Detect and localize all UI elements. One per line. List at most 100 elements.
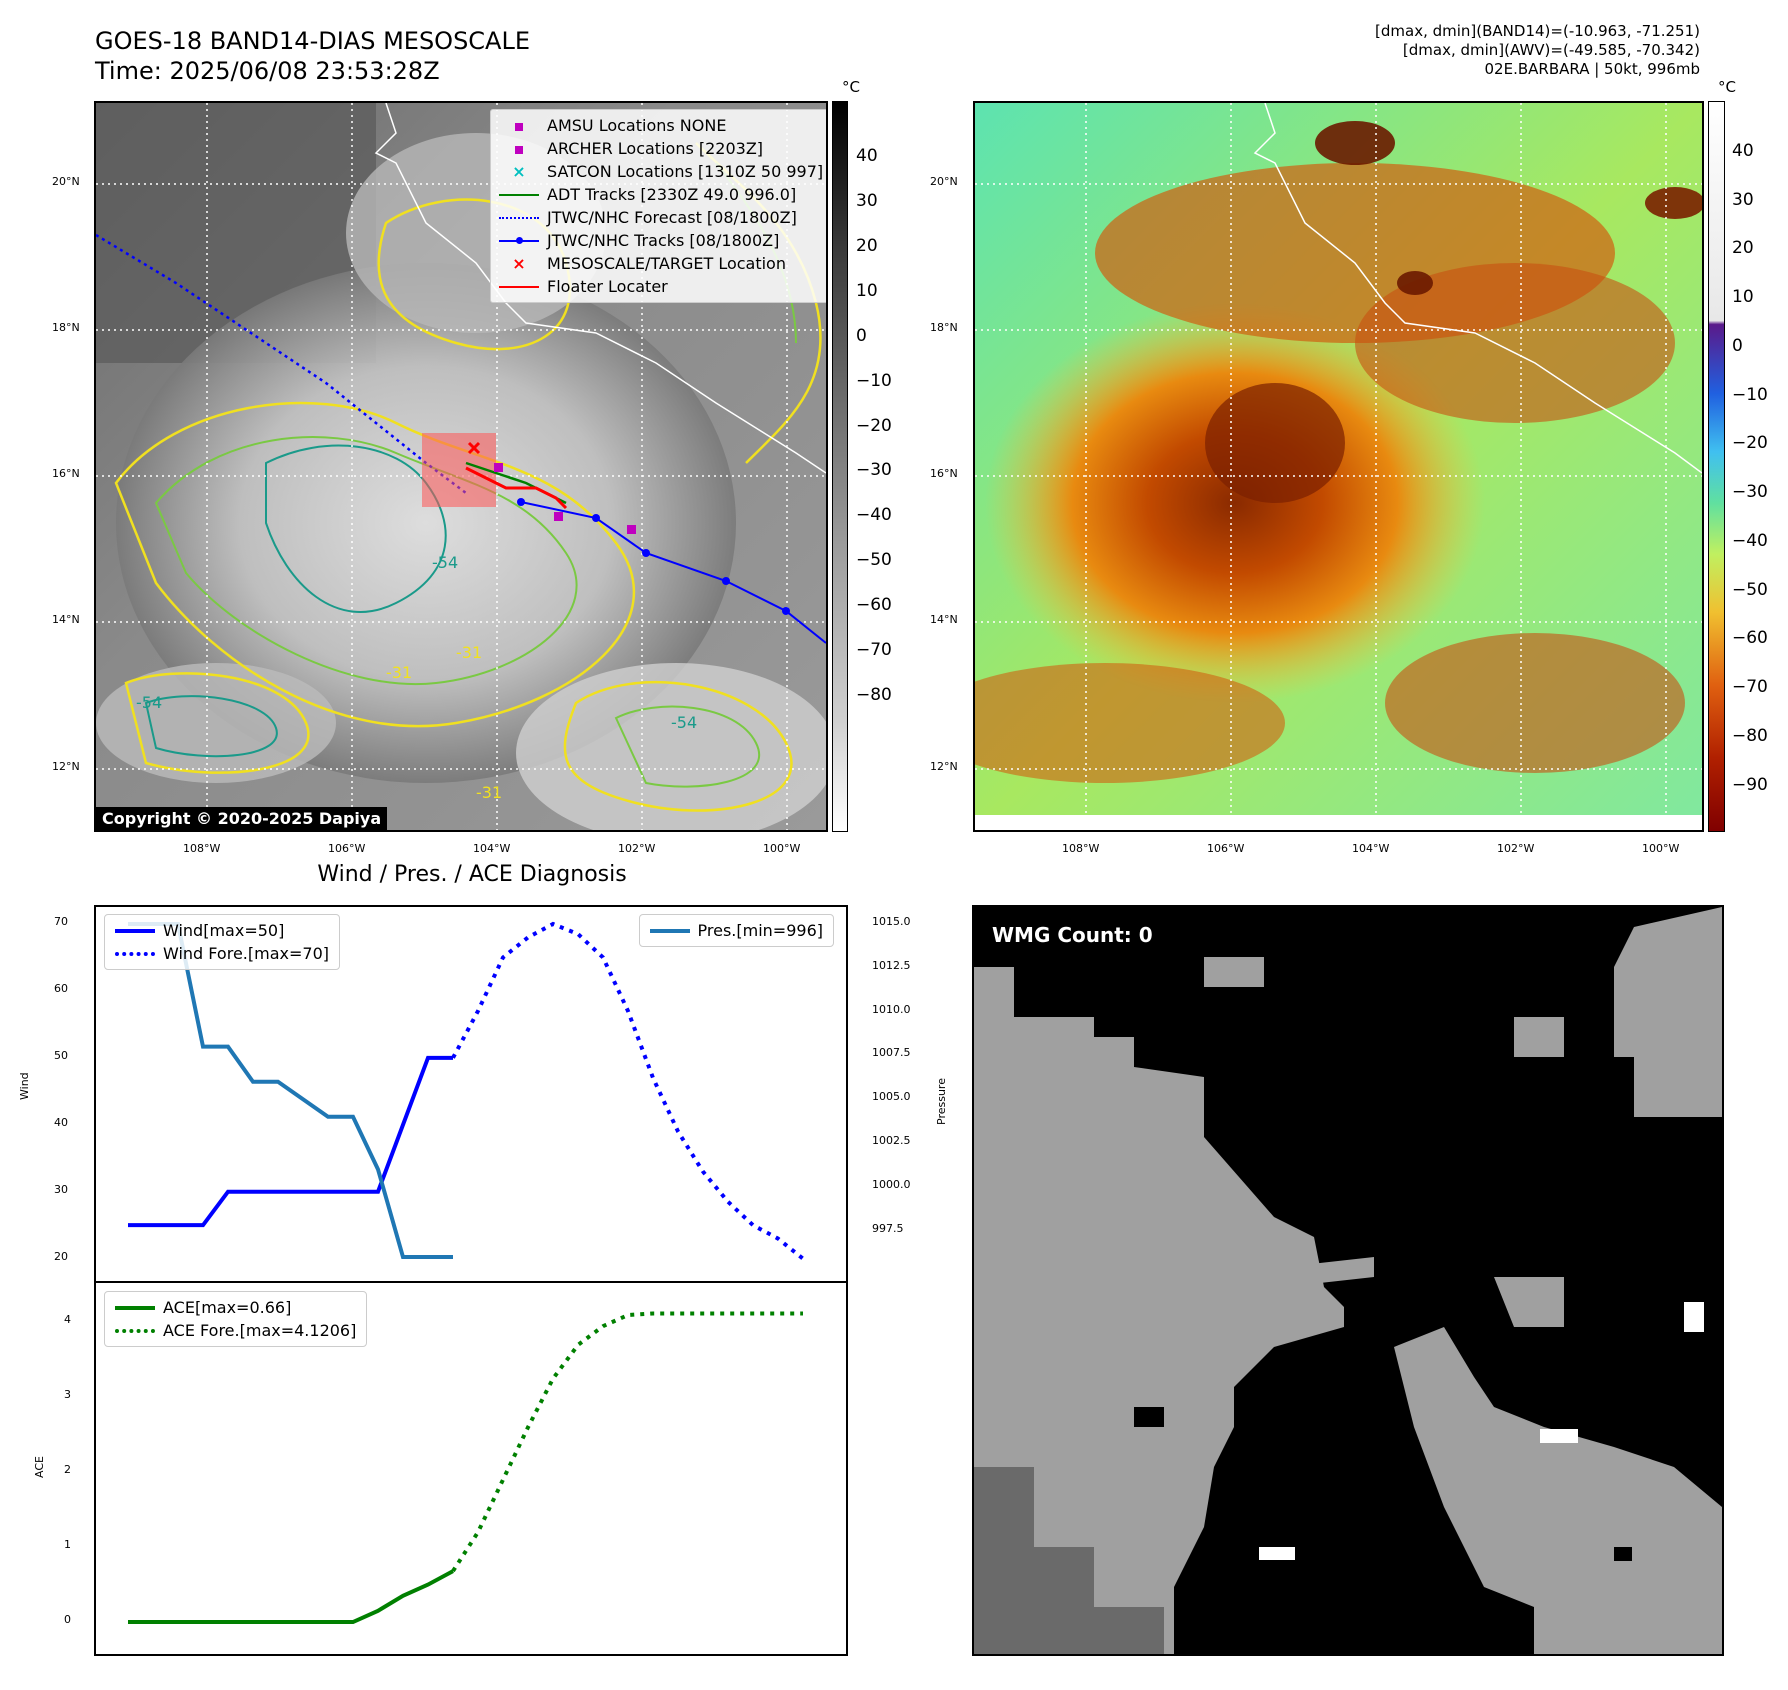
pres-axis-label: Pressure xyxy=(935,1078,948,1125)
legend-wind-fore-label: Wind Fore.[max=70] xyxy=(163,944,329,963)
wind-tick-label: 30 xyxy=(54,1182,68,1196)
line-marker-icon xyxy=(115,928,155,933)
legend-wind: Wind[max=50] xyxy=(115,919,329,942)
copyright-label: Copyright © 2020-2025 Dapiya xyxy=(96,807,388,830)
colorbar-tick-label: −40 xyxy=(856,505,892,526)
ace-forecast-series-line xyxy=(451,1311,803,1573)
lon-label: 108°W xyxy=(1062,842,1100,855)
square-marker-icon xyxy=(499,137,539,160)
lon-label: 102°W xyxy=(618,842,656,855)
wind-tick-label: 70 xyxy=(54,915,68,928)
pressure-tick-label: 1012.5 xyxy=(872,958,911,972)
colorbar-tick-label: −80 xyxy=(1732,725,1768,746)
left-colorbar xyxy=(832,101,848,832)
colorbar-tick-label: 20 xyxy=(856,235,878,256)
pressure-tick-label: 1005.0 xyxy=(872,1090,911,1104)
wind-tick-label: 20 xyxy=(54,1249,68,1263)
colorbar-tick-label: 30 xyxy=(1732,189,1754,210)
pressure-series-line xyxy=(128,922,453,1259)
lat-label: 12°N xyxy=(930,760,958,773)
lon-label: 106°W xyxy=(1207,842,1245,855)
wind-series-line xyxy=(128,1055,453,1228)
line-marker-icon xyxy=(649,928,690,933)
wmg-image xyxy=(974,907,1722,1654)
legend-adt-label: ADT Tracks [2330Z 49.0 996.0] xyxy=(547,185,797,204)
lat-label: 16°N xyxy=(52,467,80,480)
dotted-line-icon xyxy=(499,216,539,219)
legend-floater-label: Floater Locater xyxy=(547,277,668,296)
diagnosis-title: Wind / Pres. / ACE Diagnosis xyxy=(317,862,627,887)
ir-map-panel: Copyright © 2020-2025 Dapiya AMSU Locati… xyxy=(94,101,828,832)
ace-tick-label: 3 xyxy=(64,1388,71,1402)
ace-chart xyxy=(128,1311,803,1625)
legend-archer: ARCHER Locations [2203Z] xyxy=(499,137,823,160)
pressure-tick-label: 997.5 xyxy=(872,1221,904,1235)
wind-axis-label: Wind xyxy=(18,1072,31,1100)
legend-wind-label: Wind[max=50] xyxy=(163,921,285,940)
lon-label: 100°W xyxy=(763,842,801,855)
legend-floater: Floater Locater xyxy=(499,275,823,298)
legend-tracks-label: JTWC/NHC Tracks [08/1800Z] xyxy=(547,231,780,250)
map-title: GOES-18 BAND14-DIAS MESOSCALE Time: 2025… xyxy=(95,26,530,86)
legend-adt: ADT Tracks [2330Z 49.0 996.0] xyxy=(499,183,823,206)
ace-tick-label: 1 xyxy=(64,1538,71,1552)
wind-legend: Wind[max=50] Wind Fore.[max=70] xyxy=(104,914,340,970)
ace-legend: ACE[max=0.66] ACE Fore.[max=4.1206] xyxy=(104,1291,368,1347)
colorbar-tick-label: −20 xyxy=(856,415,892,436)
title-line1: GOES-18 BAND14-DIAS MESOSCALE xyxy=(95,27,531,55)
title-line2: Time: 2025/06/08 23:53:28Z xyxy=(95,57,440,85)
legend-satcon-label: SATCON Locations [1310Z 50 997] xyxy=(547,162,824,181)
x-marker-icon: × xyxy=(512,162,526,181)
lat-label: 20°N xyxy=(930,175,958,188)
legend-amsu-label: AMSU Locations NONE xyxy=(547,116,727,135)
right-colorbar-unit: °C xyxy=(1718,78,1736,96)
map-legend: AMSU Locations NONE ARCHER Locations [22… xyxy=(490,109,826,303)
dotted-line-icon xyxy=(115,951,155,956)
legend-satcon: × SATCON Locations [1310Z 50 997] xyxy=(499,160,823,183)
wind-tick-label: 60 xyxy=(54,981,68,995)
contour-label: -54 xyxy=(671,713,698,732)
ace-tick-label: 2 xyxy=(64,1463,71,1477)
awv-map-panel xyxy=(973,101,1704,832)
square-marker-icon xyxy=(499,114,539,137)
right-colorbar xyxy=(1708,101,1725,832)
colorbar-tick-label: −30 xyxy=(1732,482,1768,503)
pressure-tick-label: 1010.0 xyxy=(872,1002,911,1016)
info-line1: [dmax, dmin](BAND14)=(-10.963, -71.251) xyxy=(1375,22,1700,40)
lat-label: 14°N xyxy=(52,613,80,626)
colorbar-tick-label: −50 xyxy=(1732,579,1768,600)
left-colorbar-unit: °C xyxy=(842,78,860,96)
wmg-count-badge: WMG Count: 0 xyxy=(986,921,1159,949)
wind-tick-label: 50 xyxy=(54,1048,68,1062)
lon-label: 106°W xyxy=(328,842,366,855)
lat-label: 18°N xyxy=(52,321,80,334)
lat-label: 14°N xyxy=(930,613,958,626)
colorbar-tick-label: 10 xyxy=(1732,287,1754,308)
legend-mesoscale-label: MESOSCALE/TARGET Location xyxy=(547,254,786,273)
legend-forecast: JTWC/NHC Forecast [08/1800Z] xyxy=(499,206,823,229)
info-block: [dmax, dmin](BAND14)=(-10.963, -71.251) … xyxy=(1180,22,1700,79)
colorbar-tick-label: 0 xyxy=(1732,335,1743,356)
legend-ace-fore-label: ACE Fore.[max=4.1206] xyxy=(163,1321,357,1340)
colorbar-tick-label: 0 xyxy=(856,325,867,346)
line-marker-icon xyxy=(115,1305,155,1310)
colorbar-tick-label: −40 xyxy=(1732,530,1768,551)
wind-pres-panel: Wind[max=50] Wind Fore.[max=70] Pres.[mi… xyxy=(94,905,848,1283)
colorbar-tick-label: 40 xyxy=(1732,141,1754,161)
ace-tick-label: 4 xyxy=(64,1313,71,1327)
lat-label: 12°N xyxy=(52,760,80,773)
pressure-tick-label: 1007.5 xyxy=(872,1046,911,1060)
lat-label: 20°N xyxy=(52,175,80,188)
dotted-line-icon xyxy=(115,1328,155,1333)
colorbar-tick-label: −10 xyxy=(1732,384,1768,405)
legend-tracks: JTWC/NHC Tracks [08/1800Z] xyxy=(499,229,823,252)
colorbar-tick-label: −60 xyxy=(856,595,892,616)
legend-archer-label: ARCHER Locations [2203Z] xyxy=(547,139,764,158)
colorbar-tick-label: −50 xyxy=(856,550,892,571)
pressure-tick-label: 1000.0 xyxy=(872,1177,911,1191)
legend-pres: Pres.[min=996] xyxy=(649,919,823,942)
colorbar-tick-label: −20 xyxy=(1732,433,1768,454)
lon-label: 104°W xyxy=(473,842,511,855)
lon-label: 100°W xyxy=(1642,842,1680,855)
legend-amsu: AMSU Locations NONE xyxy=(499,114,823,137)
